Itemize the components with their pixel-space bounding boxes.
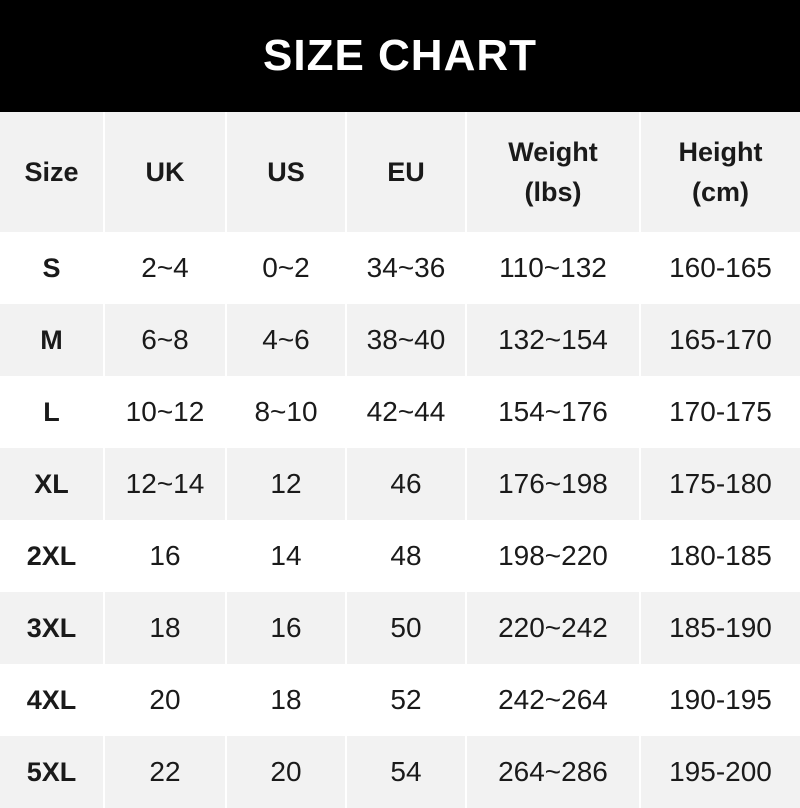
- table-cell: 170-175: [669, 396, 772, 427]
- table-cell: 175-180: [641, 448, 800, 520]
- table-cell: 10~12: [105, 376, 227, 448]
- table-cell: 160-165: [669, 252, 772, 283]
- table-cell: 0~2: [227, 232, 347, 304]
- size-label: XL: [0, 448, 105, 520]
- size-label: 5XL: [0, 736, 105, 808]
- column-header: Weight (lbs): [467, 112, 641, 232]
- table-cell: 50: [347, 592, 467, 664]
- table-row: 5XL 22 20 54 264~286 195-200: [0, 736, 800, 808]
- table-cell: 180-185: [669, 540, 772, 571]
- table-cell: 154~176: [467, 376, 641, 448]
- table-cell: 132~154: [467, 304, 641, 376]
- table-cell: 195-200: [641, 736, 800, 808]
- table-cell: 185-190: [641, 592, 800, 664]
- size-chart-title: SIZE CHART: [0, 0, 800, 112]
- table-cell: 12: [227, 448, 347, 520]
- size-label: M: [0, 304, 105, 376]
- table-cell: 20: [227, 736, 347, 808]
- table-cell: 34~36: [347, 232, 467, 304]
- column-header: UK: [105, 112, 227, 232]
- table-cell: 18: [105, 592, 227, 664]
- table-row: 4XL 20 18 52 242~264 190-195: [0, 664, 800, 736]
- column-header-line: Weight: [508, 137, 598, 167]
- table-row: L 10~12 8~10 42~44 154~176 170-175: [0, 376, 800, 448]
- table-cell: 38~40: [347, 304, 467, 376]
- column-header-unit: (cm): [691, 177, 749, 207]
- table-cell: 6~8: [105, 304, 227, 376]
- table-cell: 18: [227, 664, 347, 736]
- column-header-line: Size: [24, 157, 79, 187]
- column-header: Size: [0, 112, 105, 232]
- table-cell: 42~44: [347, 376, 467, 448]
- column-header: EU: [347, 112, 467, 232]
- table-cell: 52: [347, 664, 467, 736]
- column-header: US: [227, 112, 347, 232]
- table-cell: 22: [105, 736, 227, 808]
- size-label: 4XL: [0, 664, 105, 736]
- table-cell: 242~264: [467, 664, 641, 736]
- size-label: S: [0, 232, 105, 304]
- table-row: S 2~4 0~2 34~36 110~132 160-165: [0, 232, 800, 304]
- column-header-unit: (lbs): [524, 177, 582, 207]
- table-row: 3XL 18 16 50 220~242 185-190: [0, 592, 800, 664]
- table-cell: 4~6: [227, 304, 347, 376]
- table-cell: 16: [105, 520, 227, 592]
- table-cell: 16: [227, 592, 347, 664]
- size-label: 2XL: [0, 520, 105, 592]
- table-cell: 165-170: [641, 304, 800, 376]
- table-cell: 176~198: [467, 448, 641, 520]
- column-header-line: Height: [678, 137, 763, 167]
- header-row: Size UK US EU Weight (lbs) Height (cm): [0, 112, 800, 232]
- column-header-line: UK: [145, 157, 185, 187]
- table-cell: 46: [347, 448, 467, 520]
- table-row: XL 12~14 12 46 176~198 175-180: [0, 448, 800, 520]
- column-header-line: US: [267, 157, 305, 187]
- table-cell: 54: [347, 736, 467, 808]
- table-cell: 8~10: [227, 376, 347, 448]
- size-label: L: [0, 376, 105, 448]
- column-header-line: EU: [387, 157, 425, 187]
- size-table: Size UK US EU Weight (lbs) Height (cm) S 2~4 0~2 3…: [0, 112, 800, 808]
- table-row: M 6~8 4~6 38~40 132~154 165-170: [0, 304, 800, 376]
- table-cell: 264~286: [467, 736, 641, 808]
- table-cell: 220~242: [467, 592, 641, 664]
- table-row: 2XL 16 14 48 198~220 180-185: [0, 520, 800, 592]
- table-cell: 48: [347, 520, 467, 592]
- table-cell: 2~4: [105, 232, 227, 304]
- column-header: Height (cm): [641, 112, 800, 232]
- table-cell: 198~220: [467, 520, 641, 592]
- table-cell: 190-195: [669, 684, 772, 715]
- size-label: 3XL: [0, 592, 105, 664]
- table-cell: 20: [105, 664, 227, 736]
- table-cell: 12~14: [105, 448, 227, 520]
- table-cell: 110~132: [467, 232, 641, 304]
- table-cell: 14: [227, 520, 347, 592]
